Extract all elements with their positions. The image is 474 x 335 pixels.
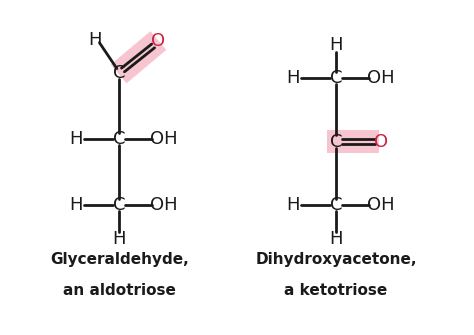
Text: OH: OH — [150, 130, 178, 148]
Text: OH: OH — [150, 196, 178, 214]
Text: H: H — [286, 196, 300, 214]
Text: an aldotriose: an aldotriose — [63, 282, 176, 297]
Text: C: C — [330, 133, 342, 151]
Text: OH: OH — [367, 196, 394, 214]
Text: C: C — [113, 64, 126, 82]
Text: OH: OH — [367, 69, 394, 87]
Text: C: C — [113, 130, 126, 148]
Text: C: C — [330, 69, 342, 87]
Text: H: H — [69, 196, 82, 214]
Text: O: O — [151, 32, 165, 50]
Text: H: H — [88, 31, 101, 49]
Text: H: H — [329, 36, 343, 54]
Text: C: C — [113, 196, 126, 214]
Text: O: O — [374, 133, 388, 151]
Text: H: H — [69, 130, 82, 148]
Text: H: H — [112, 230, 126, 248]
Text: a ketotriose: a ketotriose — [284, 282, 388, 297]
Text: H: H — [286, 69, 300, 87]
Polygon shape — [111, 31, 166, 83]
Polygon shape — [327, 130, 379, 153]
Text: H: H — [329, 230, 343, 248]
Text: Dihydroxyacetone,: Dihydroxyacetone, — [255, 252, 417, 267]
Text: C: C — [330, 196, 342, 214]
Text: Glyceraldehyde,: Glyceraldehyde, — [50, 252, 189, 267]
